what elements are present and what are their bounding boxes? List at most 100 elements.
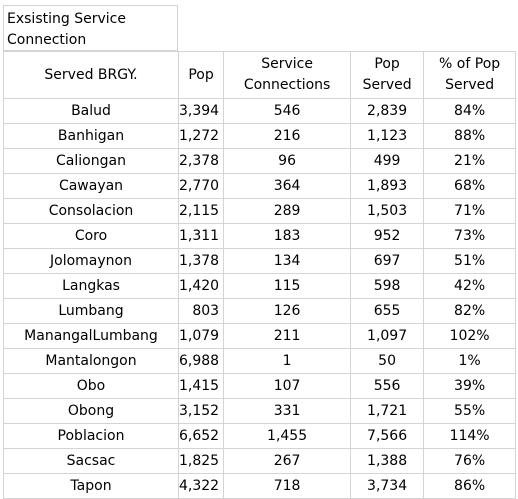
cell-percent-served: 84% bbox=[423, 98, 517, 124]
cell-percent-served: 68% bbox=[423, 173, 517, 199]
cell-pop: 803 bbox=[177, 298, 225, 324]
cell-pop: 1,272 bbox=[177, 123, 225, 149]
service-connection-table: Served BRGY. Pop Service Connections Pop… bbox=[3, 51, 517, 499]
cell-pop: 6,652 bbox=[177, 423, 225, 449]
cell-brgy-name: Caliongan bbox=[3, 148, 179, 174]
table-row: Caliongan 2,378 96 499 21% bbox=[3, 148, 517, 174]
cell-service-connections: 134 bbox=[223, 248, 352, 274]
cell-pop-served: 1,123 bbox=[350, 123, 425, 149]
cell-service-connections: 289 bbox=[223, 198, 352, 224]
cell-pop-served: 556 bbox=[350, 373, 425, 399]
cell-pop-served: 1,388 bbox=[350, 448, 425, 474]
cell-pop: 1,311 bbox=[177, 223, 225, 249]
table-row: Lumbang 803 126 655 82% bbox=[3, 298, 517, 324]
cell-service-connections: 546 bbox=[223, 98, 352, 124]
header-row: Served BRGY. Pop Service Connections Pop… bbox=[3, 51, 517, 99]
cell-percent-served: 73% bbox=[423, 223, 517, 249]
cell-pop-served: 1,893 bbox=[350, 173, 425, 199]
header-service-connections: Service Connections bbox=[223, 51, 352, 99]
cell-brgy-name: Obo bbox=[3, 373, 179, 399]
cell-percent-served: 82% bbox=[423, 298, 517, 324]
cell-percent-served: 42% bbox=[423, 273, 517, 299]
cell-percent-served: 88% bbox=[423, 123, 517, 149]
cell-percent-served: 55% bbox=[423, 398, 517, 424]
cell-percent-served: 114% bbox=[423, 423, 517, 449]
header-pop: Pop bbox=[177, 51, 225, 99]
table-row: Poblacion 6,652 1,455 7,566 114% bbox=[3, 423, 517, 449]
cell-pop-served: 598 bbox=[350, 273, 425, 299]
table-row: Obong 3,152 331 1,721 55% bbox=[3, 398, 517, 424]
cell-service-connections: 107 bbox=[223, 373, 352, 399]
cell-pop: 4,322 bbox=[177, 473, 225, 499]
cell-pop: 2,378 bbox=[177, 148, 225, 174]
cell-pop-served: 3,734 bbox=[350, 473, 425, 499]
table-row: Balud 3,394 546 2,839 84% bbox=[3, 98, 517, 124]
header-pop-served: Pop Served bbox=[350, 51, 425, 99]
cell-pop: 1,825 bbox=[177, 448, 225, 474]
cell-percent-served: 39% bbox=[423, 373, 517, 399]
cell-percent-served: 76% bbox=[423, 448, 517, 474]
cell-brgy-name: Sacsac bbox=[3, 448, 179, 474]
cell-pop-served: 655 bbox=[350, 298, 425, 324]
cell-pop-served: 499 bbox=[350, 148, 425, 174]
cell-service-connections: 718 bbox=[223, 473, 352, 499]
cell-brgy-name: Lumbang bbox=[3, 298, 179, 324]
cell-brgy-name: Poblacion bbox=[3, 423, 179, 449]
cell-service-connections: 126 bbox=[223, 298, 352, 324]
cell-pop-served: 952 bbox=[350, 223, 425, 249]
cell-brgy-name: Obong bbox=[3, 398, 179, 424]
cell-pop-served: 7,566 bbox=[350, 423, 425, 449]
cell-service-connections: 1 bbox=[223, 348, 352, 374]
cell-brgy-name: Mantalongon bbox=[3, 348, 179, 374]
cell-brgy-name: Consolacion bbox=[3, 198, 179, 224]
table-row: ManangalLumbang 1,079 211 1,097 102% bbox=[3, 323, 517, 349]
table-row: Cawayan 2,770 364 1,893 68% bbox=[3, 173, 517, 199]
cell-brgy-name: Jolomaynon bbox=[3, 248, 179, 274]
cell-service-connections: 216 bbox=[223, 123, 352, 149]
table-title: Exsisting Service Connection bbox=[3, 5, 178, 51]
cell-service-connections: 183 bbox=[223, 223, 352, 249]
cell-percent-served: 1% bbox=[423, 348, 517, 374]
cell-pop: 3,152 bbox=[177, 398, 225, 424]
table-row: Coro 1,311 183 952 73% bbox=[3, 223, 517, 249]
cell-pop: 3,394 bbox=[177, 98, 225, 124]
cell-percent-served: 21% bbox=[423, 148, 517, 174]
cell-pop-served: 1,721 bbox=[350, 398, 425, 424]
table-row: Consolacion 2,115 289 1,503 71% bbox=[3, 198, 517, 224]
cell-percent-served: 86% bbox=[423, 473, 517, 499]
cell-pop-served: 1,097 bbox=[350, 323, 425, 349]
table-row: Mantalongon 6,988 1 50 1% bbox=[3, 348, 517, 374]
cell-pop: 1,378 bbox=[177, 248, 225, 274]
cell-percent-served: 51% bbox=[423, 248, 517, 274]
cell-pop: 1,415 bbox=[177, 373, 225, 399]
table-row: Langkas 1,420 115 598 42% bbox=[3, 273, 517, 299]
cell-service-connections: 211 bbox=[223, 323, 352, 349]
cell-pop: 1,420 bbox=[177, 273, 225, 299]
cell-pop-served: 697 bbox=[350, 248, 425, 274]
cell-brgy-name: Banhigan bbox=[3, 123, 179, 149]
cell-pop: 2,115 bbox=[177, 198, 225, 224]
table-row: Sacsac 1,825 267 1,388 76% bbox=[3, 448, 517, 474]
cell-pop: 1,079 bbox=[177, 323, 225, 349]
header-served-brgy: Served BRGY. bbox=[3, 51, 179, 99]
cell-pop-served: 2,839 bbox=[350, 98, 425, 124]
table-row: Jolomaynon 1,378 134 697 51% bbox=[3, 248, 517, 274]
cell-service-connections: 1,455 bbox=[223, 423, 352, 449]
cell-brgy-name: Balud bbox=[3, 98, 179, 124]
cell-percent-served: 102% bbox=[423, 323, 517, 349]
cell-pop-served: 50 bbox=[350, 348, 425, 374]
cell-percent-served: 71% bbox=[423, 198, 517, 224]
table-row: Obo 1,415 107 556 39% bbox=[3, 373, 517, 399]
cell-pop: 6,988 bbox=[177, 348, 225, 374]
cell-brgy-name: Tapon bbox=[3, 473, 179, 499]
cell-brgy-name: Cawayan bbox=[3, 173, 179, 199]
cell-service-connections: 364 bbox=[223, 173, 352, 199]
cell-service-connections: 115 bbox=[223, 273, 352, 299]
cell-pop: 2,770 bbox=[177, 173, 225, 199]
cell-pop-served: 1,503 bbox=[350, 198, 425, 224]
cell-service-connections: 267 bbox=[223, 448, 352, 474]
table-row: Tapon 4,322 718 3,734 86% bbox=[3, 473, 517, 499]
table-row: Banhigan 1,272 216 1,123 88% bbox=[3, 123, 517, 149]
cell-brgy-name: Coro bbox=[3, 223, 179, 249]
header-percent-pop-served: % of Pop Served bbox=[423, 51, 517, 99]
